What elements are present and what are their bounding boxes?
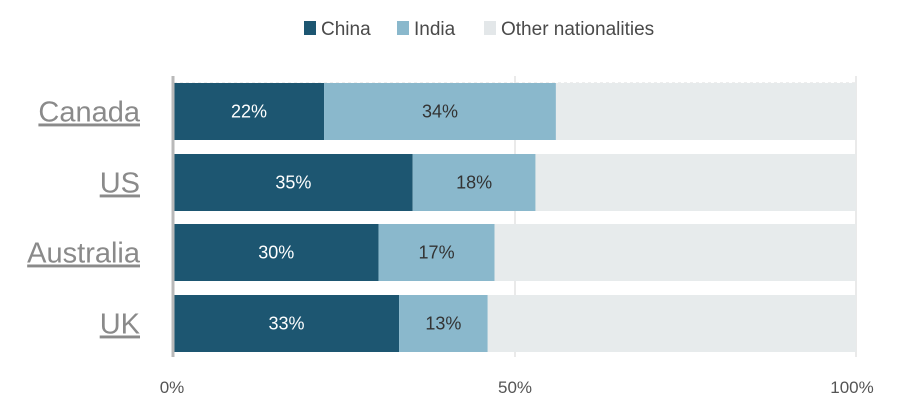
legend-swatch-china xyxy=(304,21,316,35)
data-label-canada-india: 34% xyxy=(422,102,458,122)
data-label-uk-china: 33% xyxy=(269,314,305,334)
data-label-australia-india: 17% xyxy=(419,243,455,263)
category-label-canada[interactable]: Canada xyxy=(38,97,140,129)
data-label-australia-china: 30% xyxy=(258,243,294,263)
chart-bars: 22% 34% Canada 35% 18% US 30% 17% Australia 33% 13… xyxy=(27,83,856,352)
bar-us-china xyxy=(174,154,413,211)
data-label-us-china: 35% xyxy=(275,173,311,193)
bar-canada-china xyxy=(174,83,325,140)
bar-australia-china xyxy=(174,224,379,281)
bar-canada-other-nationalities xyxy=(555,83,856,140)
data-label-us-india: 18% xyxy=(456,173,492,193)
bar-australia-india xyxy=(378,224,495,281)
legend-swatch-india xyxy=(397,21,409,35)
legend-label-india: India xyxy=(414,19,456,40)
bar-uk-china xyxy=(174,295,400,352)
legend-label-china: China xyxy=(321,19,371,40)
bar-australia-other-nationalities xyxy=(494,224,856,281)
x-tick-label-1: 50% xyxy=(498,378,532,397)
data-label-uk-india: 13% xyxy=(425,314,461,334)
bar-us-india xyxy=(412,154,536,211)
bar-us-other-nationalities xyxy=(535,154,856,211)
bar-uk-india xyxy=(399,295,488,352)
legend-label-other-nationalities: Other nationalities xyxy=(501,19,654,40)
x-tick-label-0: 0% xyxy=(160,378,185,397)
chart-legend: China India Other nationalities xyxy=(304,19,654,40)
chart-axis: 0% 50% 100% xyxy=(160,76,874,397)
category-label-uk[interactable]: UK xyxy=(100,309,141,341)
category-label-australia[interactable]: Australia xyxy=(27,238,141,270)
legend-swatch-other-nationalities xyxy=(484,21,496,35)
category-label-us[interactable]: US xyxy=(100,168,140,200)
bar-canada-india xyxy=(324,83,556,140)
bar-uk-other-nationalities xyxy=(487,295,856,352)
x-tick-label-2: 100% xyxy=(830,378,873,397)
data-label-canada-china: 22% xyxy=(231,102,267,122)
